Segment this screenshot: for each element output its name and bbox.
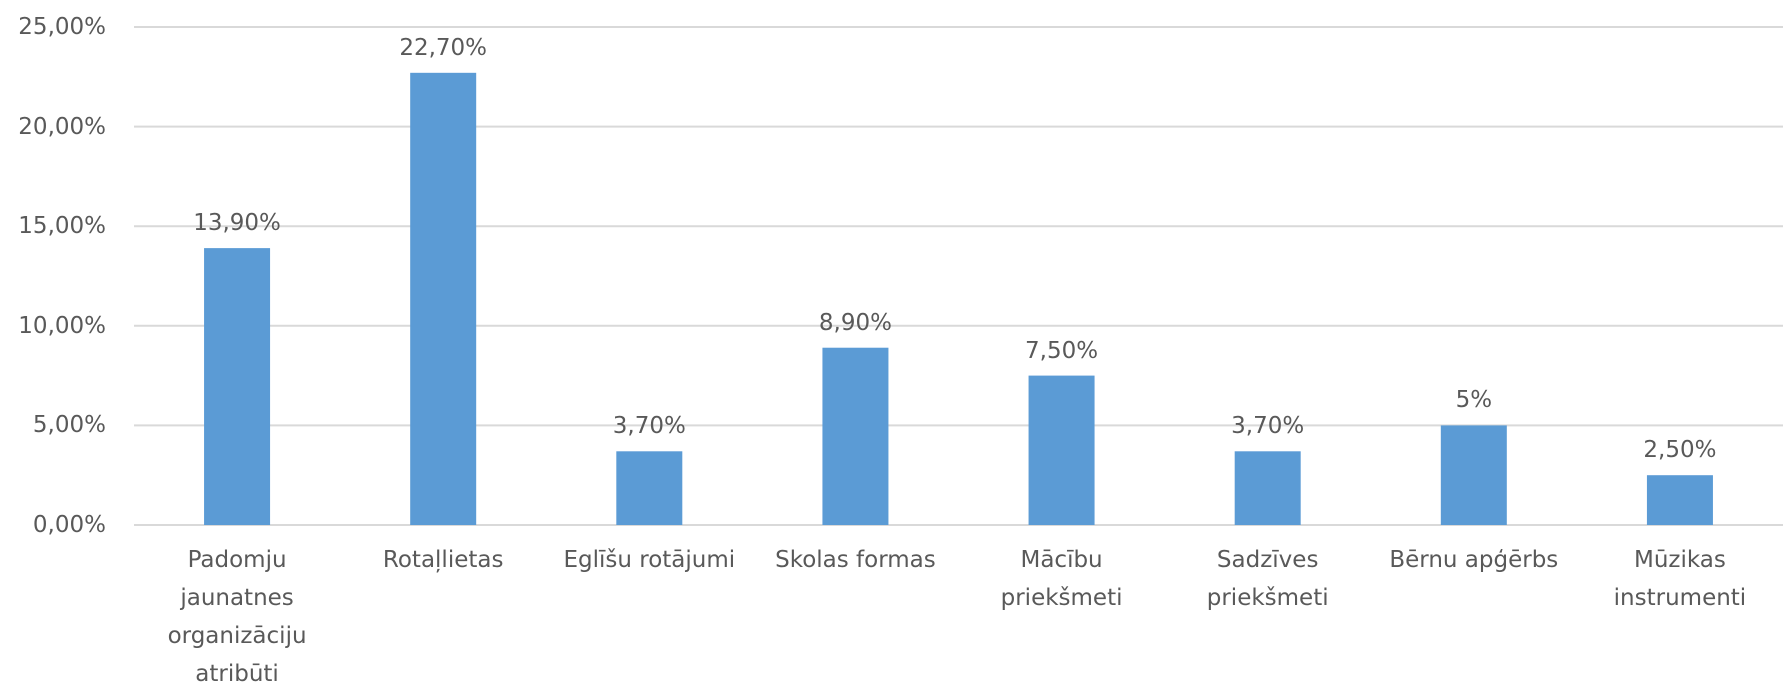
x-tick-label: Mūzikas instrumenti <box>1613 547 1747 611</box>
bar <box>616 451 683 525</box>
y-tick-label: 0,00% <box>32 512 106 538</box>
data-label: 5% <box>1455 387 1493 414</box>
bar <box>410 72 477 525</box>
x-tick-label: Padomju jaunatnes organizāciju atribūti <box>167 547 307 687</box>
y-tick-label: 25,00% <box>18 14 106 40</box>
data-label: 22,70% <box>399 34 488 61</box>
bar <box>1646 475 1713 525</box>
bar <box>1440 425 1507 525</box>
x-tick-label: Sadzīves priekšmeti <box>1206 547 1329 611</box>
x-tick-label: Rotaļlietas <box>382 547 504 573</box>
data-label: 8,90% <box>818 309 892 336</box>
data-label: 3,70% <box>1231 413 1305 440</box>
data-label: 13,90% <box>193 210 281 237</box>
x-tick-label: Eglīšu rotājumi <box>563 547 736 573</box>
y-tick-label: 20,00% <box>18 113 106 140</box>
x-tick-label: Mācību priekšmeti <box>1000 547 1123 611</box>
bar <box>822 347 889 525</box>
y-tick-label: 10,00% <box>18 312 106 339</box>
bar <box>1028 375 1095 525</box>
data-label: 3,70% <box>612 413 686 440</box>
x-tick-label: Skolas formas <box>775 547 936 573</box>
bar <box>204 248 271 525</box>
x-tick-label: Bērnu apģērbs <box>1389 547 1559 573</box>
data-label: 7,50% <box>1025 337 1099 364</box>
y-tick-label: 15,00% <box>18 213 106 240</box>
bar <box>1234 451 1301 525</box>
y-tick-label: 5,00% <box>32 412 106 439</box>
data-label: 2,50% <box>1643 437 1717 464</box>
